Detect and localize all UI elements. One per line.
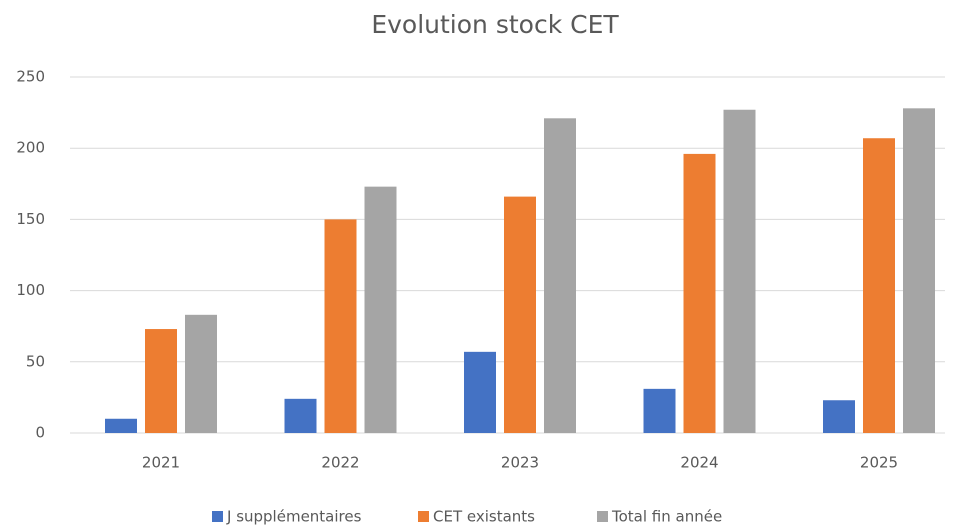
bar xyxy=(364,186,397,433)
bar xyxy=(504,196,536,433)
y-tick-label: 0 xyxy=(35,424,45,442)
x-tick-label: 2022 xyxy=(321,454,359,472)
x-tick-label: 2021 xyxy=(142,454,180,472)
x-tick-label: 2023 xyxy=(501,454,539,472)
bar xyxy=(723,109,756,433)
legend-label: CET existants xyxy=(433,508,535,526)
legend-label: Total fin année xyxy=(611,508,722,526)
bar xyxy=(823,400,855,433)
y-tick-label: 50 xyxy=(26,352,45,370)
bar xyxy=(185,314,217,433)
legend-swatch xyxy=(597,511,608,522)
legend-label: J supplémentaires xyxy=(226,508,362,526)
y-tick-label: 200 xyxy=(16,139,45,157)
bar xyxy=(464,351,496,433)
x-tick-label: 2025 xyxy=(860,454,898,472)
x-tick-label: 2024 xyxy=(680,454,718,472)
legend-swatch xyxy=(212,511,223,522)
y-tick-label: 150 xyxy=(16,210,45,228)
bar xyxy=(324,219,357,433)
bar xyxy=(683,153,716,433)
legend-swatch xyxy=(418,511,429,522)
y-tick-label: 250 xyxy=(16,68,45,86)
bar xyxy=(903,108,935,433)
y-tick-label: 100 xyxy=(16,281,45,299)
bar xyxy=(544,118,576,434)
bar xyxy=(643,388,676,433)
chart-title: Evolution stock CET xyxy=(371,10,619,39)
bar xyxy=(145,329,177,433)
bar xyxy=(863,138,895,433)
bar xyxy=(105,418,137,433)
bar xyxy=(284,398,317,433)
